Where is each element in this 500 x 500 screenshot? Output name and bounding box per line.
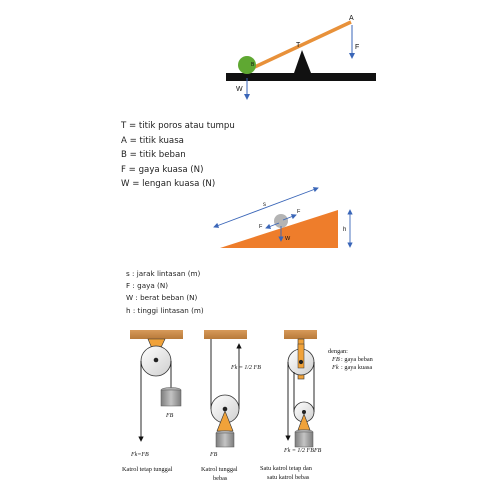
label-t: T <box>296 42 301 49</box>
pulley-axle-3-bottom <box>302 410 306 414</box>
formula-3: Fk = 1/2 FB <box>283 448 314 454</box>
load-label-3: FB <box>313 448 322 454</box>
label-f: F <box>355 44 359 51</box>
incline-legend-line: W : berat beban (N) <box>126 293 198 303</box>
load-label-2: FB <box>209 452 218 458</box>
lever-legend-line: W = lengan kuasa (N) <box>121 179 216 190</box>
pulley-combined: FB Fk = 1/2 FB Satu katrol tetap dan sat… <box>260 330 322 481</box>
ceiling-1 <box>130 330 183 339</box>
incline-ball <box>274 214 288 228</box>
pulley-axle-1 <box>153 357 159 363</box>
formula-2: Fk = 1/2 FB <box>230 365 261 371</box>
label-w-incline: W <box>285 236 291 242</box>
pulley-legend-symbol-2: Fk <box>331 364 339 371</box>
force-arrow-left <box>265 222 280 229</box>
lever-legend: T = titik poros atau tumpu A = titik kua… <box>121 119 235 192</box>
lever-base <box>226 73 376 81</box>
lever-legend-line: T = titik poros atau tumpu <box>121 121 235 131</box>
force-arrow-right <box>282 214 297 221</box>
caption-2-line-1: Katrol tunggal <box>201 466 238 473</box>
caption-3-line-1: Satu katrol tetap dan <box>260 465 313 472</box>
ceiling-3 <box>284 330 317 339</box>
incline-legend-line: h : tinggi lintasan (m) <box>126 305 204 315</box>
pulley-holder-3-front <box>297 343 305 369</box>
caption-3-line-2: satu katrol bebas <box>267 474 310 481</box>
ceiling-2 <box>204 330 247 339</box>
label-s: s <box>263 202 266 208</box>
formula-1: Fk=FB <box>130 452 149 458</box>
incline-legend: s : jarak lintasan (m) F : gaya (N) W : … <box>126 268 204 317</box>
distance-arrow-s <box>213 187 319 228</box>
pulley-diagrams: FB Fk=FB Katrol tetap tunggal Fk = 1/2 F… <box>122 330 374 482</box>
weight-3 <box>294 431 314 448</box>
label-w: W <box>236 86 243 93</box>
incline-legend-line: F : gaya (N) <box>126 281 169 291</box>
pulley-axle-2 <box>222 406 228 412</box>
lever-legend-line: F = gaya kuasa (N) <box>121 164 204 175</box>
lever-diagram: A T B F W <box>226 15 376 100</box>
pulley-fixed-single: FB Fk=FB Katrol tetap tunggal <box>122 330 183 473</box>
label-b: B <box>251 62 255 68</box>
pulley-legend-text-2: : gaya kuasa <box>341 364 372 371</box>
lever-load-ball <box>238 56 256 74</box>
label-f-left: F <box>259 224 263 230</box>
caption-2-line-2: bebas <box>213 475 228 482</box>
lever-beam <box>243 20 352 74</box>
lever-fulcrum <box>294 50 311 73</box>
pulley-axle-3-top <box>298 359 304 365</box>
lever-legend-line: A = titik kuasa <box>121 135 184 146</box>
pulley-legend: dengan: FB : gaya beban Fk : gaya kuasa <box>328 348 374 371</box>
weight-2 <box>215 432 235 448</box>
incline-diagram: s h F F W <box>213 187 353 248</box>
caption-1: Katrol tetap tunggal <box>122 466 173 473</box>
pulley-legend-text-1: : gaya beban <box>341 356 374 363</box>
load-label-1: FB <box>165 413 174 419</box>
pulley-legend-symbol-1: FB <box>331 356 340 363</box>
pulley-legend-heading: dengan: <box>328 348 348 355</box>
incline-legend-line: s : jarak lintasan (m) <box>126 269 201 278</box>
label-h: h <box>343 227 346 233</box>
weight-1 <box>160 389 182 407</box>
label-a: A <box>349 15 354 22</box>
pulley-single-free: Fk = 1/2 FB FB Katrol tunggal bebas <box>201 330 261 482</box>
lever-legend-line: B = titik beban <box>121 150 186 161</box>
label-f-right: F <box>297 209 301 215</box>
